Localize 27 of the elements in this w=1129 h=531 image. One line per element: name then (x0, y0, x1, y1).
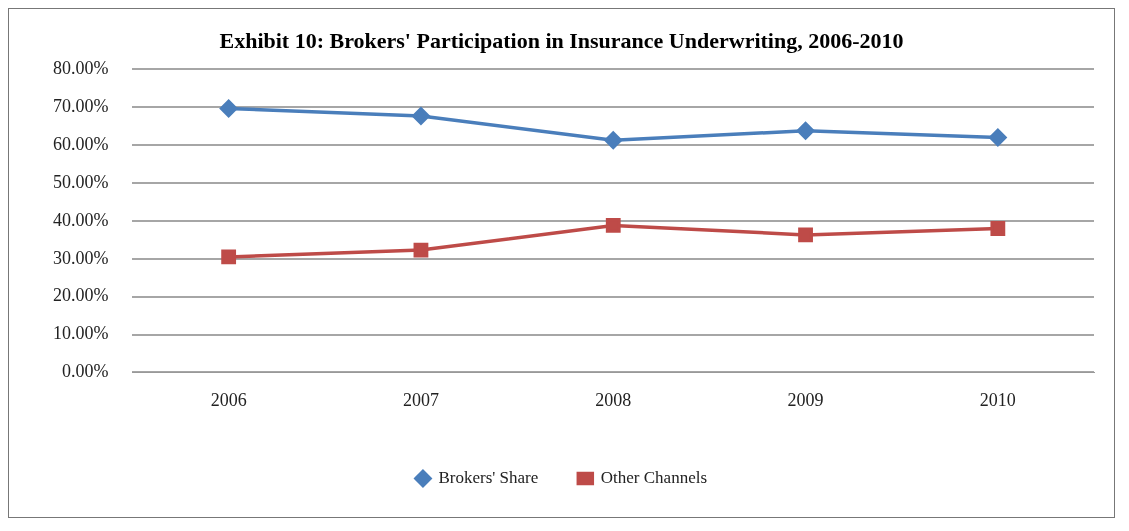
y-tick-label: 10.00% (52, 323, 109, 344)
point (219, 99, 238, 118)
y-tick-label: 20.00% (52, 285, 109, 306)
y-tick-label: 80.00% (52, 58, 109, 79)
y-tick-label: 0.00% (61, 361, 109, 382)
point (798, 227, 813, 243)
chart-title: Exhibit 10: Brokers' Participation in Insurance Underwriting, 2006-2010 (219, 27, 904, 53)
point (412, 107, 430, 125)
point (413, 242, 429, 258)
legend-label: Other Channels (600, 467, 708, 487)
x-tick-label: 2008 (595, 389, 632, 410)
y-tick-label: 30.00% (52, 247, 109, 268)
y-tick-label: 50.00% (52, 171, 109, 192)
point (221, 249, 237, 265)
point (796, 122, 815, 140)
x-tick-label: 2009 (787, 389, 824, 410)
legend-label: Brokers' Share (438, 467, 539, 487)
point (604, 131, 622, 149)
x-tick-label: 2007 (402, 389, 439, 410)
y-tick-label: 60.00% (52, 133, 109, 154)
point (990, 221, 1006, 236)
y-tick-label: 70.00% (52, 96, 109, 117)
y-tick-label: 40.00% (52, 209, 109, 230)
point (989, 128, 1007, 147)
x-tick-label: 2010 (979, 389, 1016, 410)
x-tick-label: 2006 (210, 389, 247, 410)
point (605, 218, 621, 233)
